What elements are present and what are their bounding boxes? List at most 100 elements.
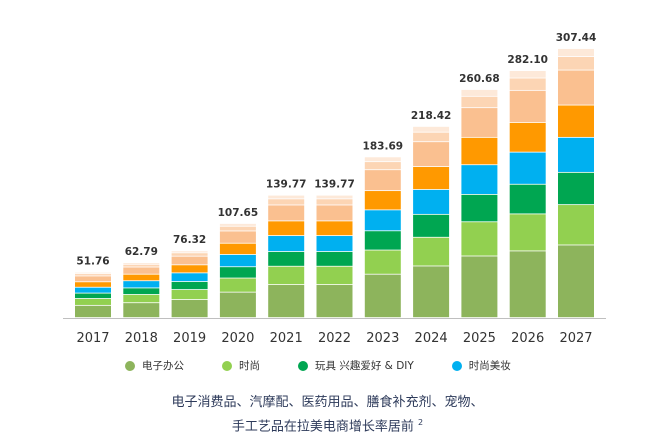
x-tick-label-2019: 2019 [173, 331, 206, 346]
x-tick-label-2025: 2025 [463, 331, 496, 346]
bar-segment-2022-series-6 [316, 199, 353, 205]
x-tick-label-2026: 2026 [511, 331, 544, 346]
bar-segment-2025-series-7 [461, 89, 498, 96]
bar-segment-2021-series-6 [268, 199, 305, 205]
bar-segment-2026-series-6 [509, 78, 546, 90]
caption-line-2: 手工艺品在拉美电商增长率居前 2 [0, 413, 655, 437]
bar-segment-2017-series-7 [75, 272, 111, 274]
bar-segment-2023-series-3 [364, 210, 401, 231]
legend-dot-electronics [125, 360, 135, 371]
bar-segment-2025-series-0 [461, 256, 498, 318]
total-label-2023: 183.69 [363, 140, 404, 152]
total-labels-group: 51.76 62.79 76.32 107.65 139.77 139.77 183.69 2… [76, 32, 596, 268]
bar-segment-2021-series-1 [268, 266, 305, 285]
bar-segment-2017-series-1 [75, 298, 111, 305]
bar-segment-2026-series-3 [509, 152, 546, 184]
bar-segment-2018-series-3 [123, 281, 160, 288]
bar-segment-2021-series-2 [268, 251, 305, 266]
legend-label-fashion: 时尚 [239, 360, 260, 372]
x-tick-label-2024: 2024 [415, 331, 448, 346]
x-tick-label-2027: 2027 [559, 331, 592, 346]
bar-segment-2026-series-1 [509, 214, 546, 251]
bar-segment-2021-series-5 [268, 205, 305, 221]
x-tick-label-2020: 2020 [221, 331, 254, 346]
bar-segment-2027-series-5 [558, 70, 594, 105]
bar-segment-2023-series-1 [364, 250, 401, 274]
bar-segment-2020-series-5 [219, 231, 256, 243]
bar-segment-2024-series-0 [413, 266, 450, 318]
bar-segment-2019-series-6 [171, 253, 208, 256]
bar-segment-2027-series-6 [558, 57, 594, 70]
total-label-2018: 62.79 [125, 246, 158, 258]
bar-segment-2025-series-5 [461, 108, 498, 137]
total-label-2020: 107.65 [218, 207, 259, 219]
bar-segment-2026-series-0 [509, 251, 546, 318]
bar-segment-2024-series-1 [413, 237, 450, 266]
bar-segment-2023-series-4 [364, 191, 401, 210]
bar-segment-2021-series-7 [268, 195, 305, 199]
bar-segment-2022-series-5 [316, 205, 353, 221]
bar-segment-2026-series-7 [509, 71, 546, 78]
x-tick-label-2021: 2021 [270, 331, 303, 346]
legend-label-toys: 玩具 兴趣爱好 & DIY [315, 360, 414, 372]
bar-segment-2019-series-1 [171, 290, 208, 300]
bar-segment-2017-series-2 [75, 293, 111, 299]
x-tick-label-2023: 2023 [366, 331, 399, 346]
bar-segment-2022-series-1 [316, 266, 353, 285]
total-label-2024: 218.42 [411, 110, 452, 122]
bar-segment-2017-series-6 [75, 274, 111, 276]
bar-segment-2018-series-2 [123, 288, 160, 295]
bar-segment-2024-series-6 [413, 132, 450, 142]
bar-segment-2019-series-5 [171, 256, 208, 265]
caption-footnote: 2 [418, 418, 424, 427]
bar-segment-2024-series-7 [413, 126, 450, 132]
bar-segment-2022-series-7 [316, 195, 353, 199]
bar-segment-2018-series-4 [123, 274, 160, 281]
bar-segment-2018-series-5 [123, 267, 160, 274]
legend-item-toys: 玩具 兴趣爱好 & DIY [298, 358, 414, 373]
bar-segment-2027-series-4 [558, 105, 594, 137]
bar-segment-2023-series-6 [364, 162, 401, 170]
bar-segment-2017-series-5 [75, 276, 111, 282]
caption: 电子消费品、汽摩配、医药用品、膳食补充剂、宠物、 手工艺品在拉美电商增长率居前 … [0, 393, 655, 437]
bar-segment-2023-series-0 [364, 274, 401, 318]
bar-segment-2027-series-1 [558, 205, 594, 245]
bar-segment-2023-series-2 [364, 231, 401, 250]
bar-segment-2018-series-6 [123, 264, 160, 267]
bar-segment-2022-series-3 [316, 236, 353, 252]
total-label-2026: 282.10 [507, 54, 548, 66]
legend-item-beauty: 时尚美妆 [451, 358, 511, 373]
bar-segment-2024-series-5 [413, 142, 450, 167]
total-label-2025: 260.68 [459, 73, 500, 85]
bar-segment-2027-series-3 [558, 137, 594, 172]
caption-line-1: 电子消费品、汽摩配、医药用品、膳食补充剂、宠物、 [171, 395, 484, 410]
legend-dot-toys [298, 360, 308, 371]
bar-segment-2018-series-7 [123, 263, 160, 264]
bar-segment-2021-series-3 [268, 236, 305, 252]
bar-segment-2017-series-3 [75, 287, 111, 293]
bar-segment-2024-series-2 [413, 214, 450, 237]
bar-segment-2025-series-4 [461, 137, 498, 165]
bar-segment-2020-series-7 [219, 223, 256, 226]
bar-segment-2022-series-4 [316, 221, 353, 236]
legend: 电子办公 时尚 玩具 兴趣爱好 & DIY 时尚美妆 [125, 358, 511, 373]
bar-segment-2021-series-4 [268, 221, 305, 236]
bar-segment-2020-series-2 [219, 267, 256, 278]
bar-segment-2018-series-0 [123, 303, 160, 318]
legend-dot-beauty [451, 360, 462, 371]
bar-segment-2022-series-0 [316, 285, 353, 318]
total-label-2019: 76.32 [173, 234, 206, 246]
total-label-2021: 139.77 [266, 179, 307, 191]
x-axis-tick-labels: 2017 2018 2019 2020 2021 2022 2023 2024 2025 2026… [76, 331, 592, 346]
bar-segment-2025-series-6 [461, 96, 498, 108]
total-label-2017: 51.76 [76, 256, 109, 268]
bar-segment-2019-series-3 [171, 273, 208, 282]
bar-segment-2017-series-0 [75, 305, 111, 318]
bar-segment-2020-series-3 [219, 254, 256, 267]
x-tick-label-2018: 2018 [125, 331, 158, 346]
bar-segment-2019-series-2 [171, 281, 208, 290]
bar-segment-2026-series-2 [509, 184, 546, 214]
bar-segment-2027-series-2 [558, 172, 594, 205]
bar-segment-2020-series-0 [219, 292, 256, 318]
bar-segment-2024-series-4 [413, 166, 450, 190]
